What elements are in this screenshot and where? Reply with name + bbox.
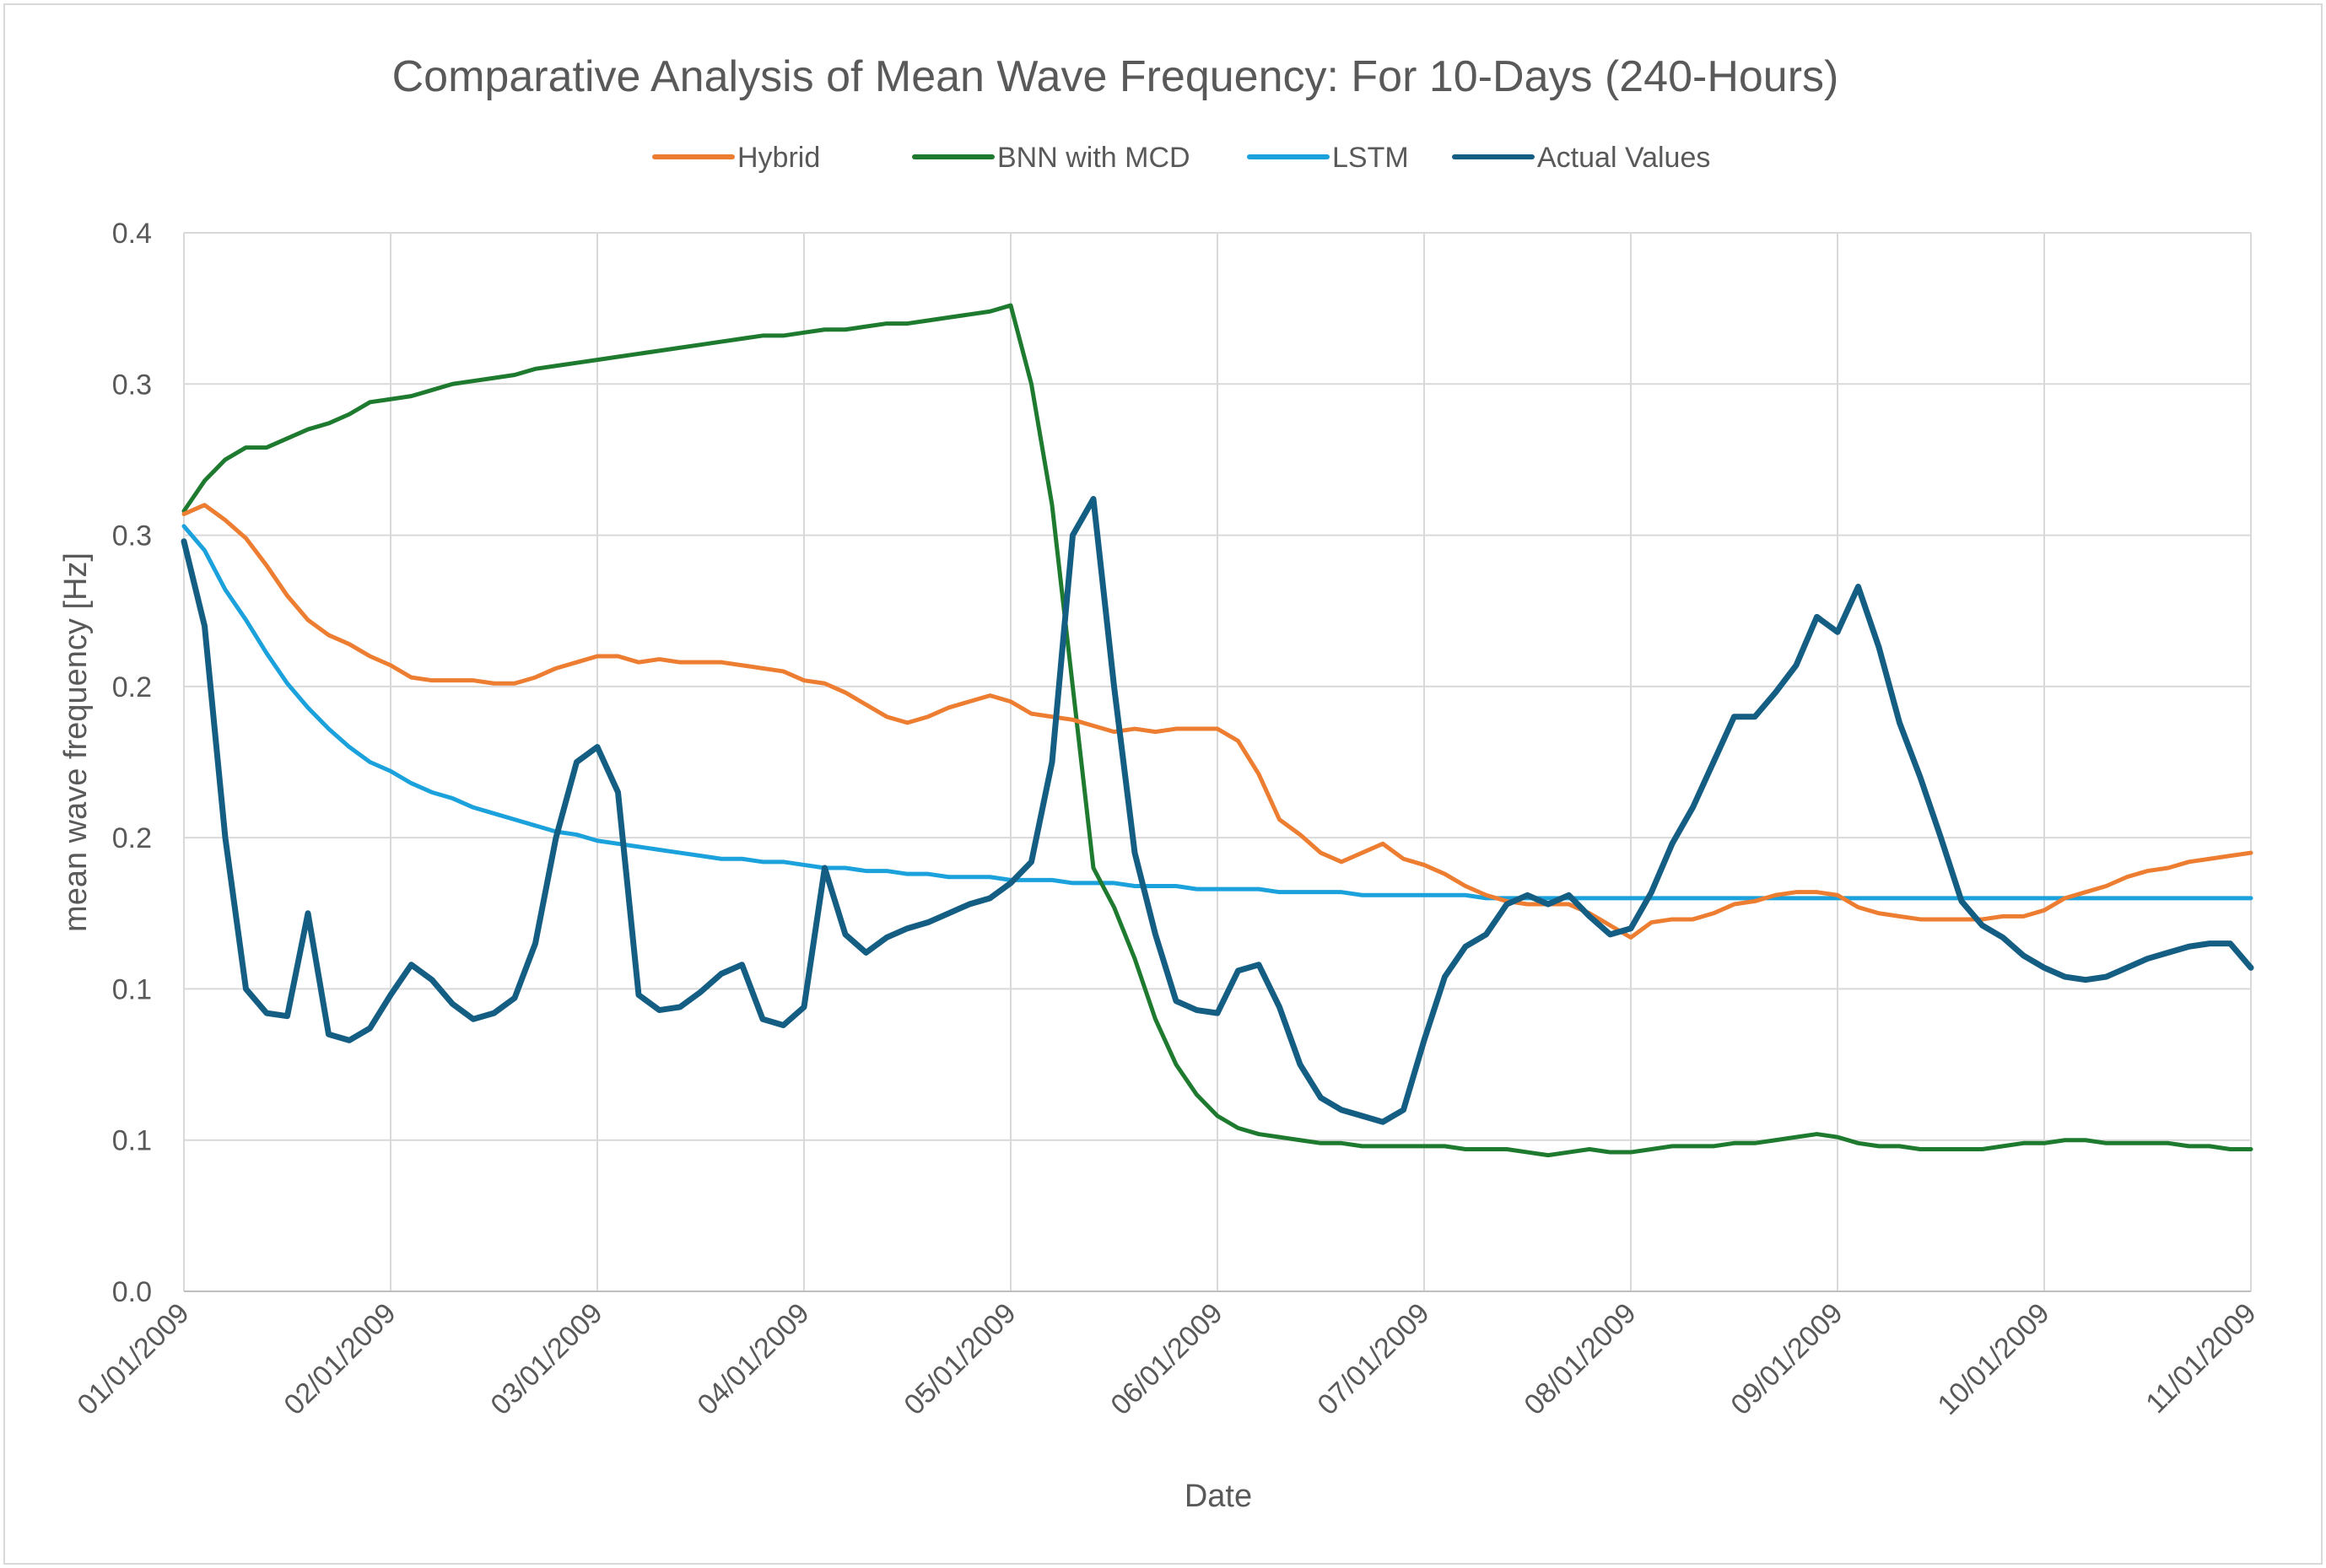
x-axis-title: Date	[1185, 1479, 1252, 1514]
legend-label: BNN with MCD	[997, 142, 1190, 174]
x-tick-label: 01/01/2009	[71, 1297, 195, 1421]
series-line-actual-values	[181, 496, 2254, 1125]
x-tick-label: 06/01/2009	[1104, 1297, 1228, 1421]
series-line-bnn-with-mcd	[181, 303, 2253, 1158]
x-tick-label: 09/01/2009	[1724, 1297, 1848, 1421]
x-tick-label: 07/01/2009	[1311, 1297, 1435, 1421]
grid-lines	[183, 232, 2252, 1292]
legend-label: Hybrid	[737, 142, 820, 174]
y-axis-title: mean wave frequency [Hz]	[58, 552, 94, 932]
x-tick-label: 04/01/2009	[691, 1297, 815, 1421]
y-tick-label: 0.2	[112, 822, 152, 854]
x-tick-label: 02/01/2009	[278, 1297, 402, 1421]
y-axis-ticks: 0.0 0.1 0.1 0.2 0.2 0.3 0.3 0.4	[112, 218, 152, 1308]
y-tick-label: 0.3	[112, 369, 152, 401]
x-axis-ticks: 01/01/2009 02/01/2009 03/01/2009 04/01/2009…	[71, 1297, 2262, 1421]
y-tick-label: 0.0	[112, 1276, 152, 1308]
series-line-hybrid	[181, 503, 2253, 940]
x-tick-label: 11/01/2009	[2140, 1297, 2262, 1420]
y-tick-label: 0.1	[112, 973, 152, 1005]
x-tick-label: 03/01/2009	[484, 1297, 608, 1421]
y-tick-label: 0.3	[112, 520, 152, 552]
y-tick-label: 0.4	[112, 218, 152, 250]
series-lines	[181, 303, 2254, 1158]
legend-label: Actual Values	[1537, 142, 1710, 174]
x-tick-label: 08/01/2009	[1518, 1297, 1642, 1421]
chart-title: Comparative Analysis of Mean Wave Freque…	[392, 52, 1839, 101]
y-tick-label: 0.2	[112, 671, 152, 703]
y-tick-label: 0.1	[112, 1125, 152, 1157]
legend-label: LSTM	[1332, 142, 1409, 174]
series-line-lstm	[181, 524, 2253, 901]
legend: Hybrid BNN with MCD LSTM Actual Values	[652, 142, 1710, 174]
x-tick-label: 10/01/2009	[1931, 1297, 2055, 1421]
x-tick-label: 05/01/2009	[898, 1297, 1022, 1421]
